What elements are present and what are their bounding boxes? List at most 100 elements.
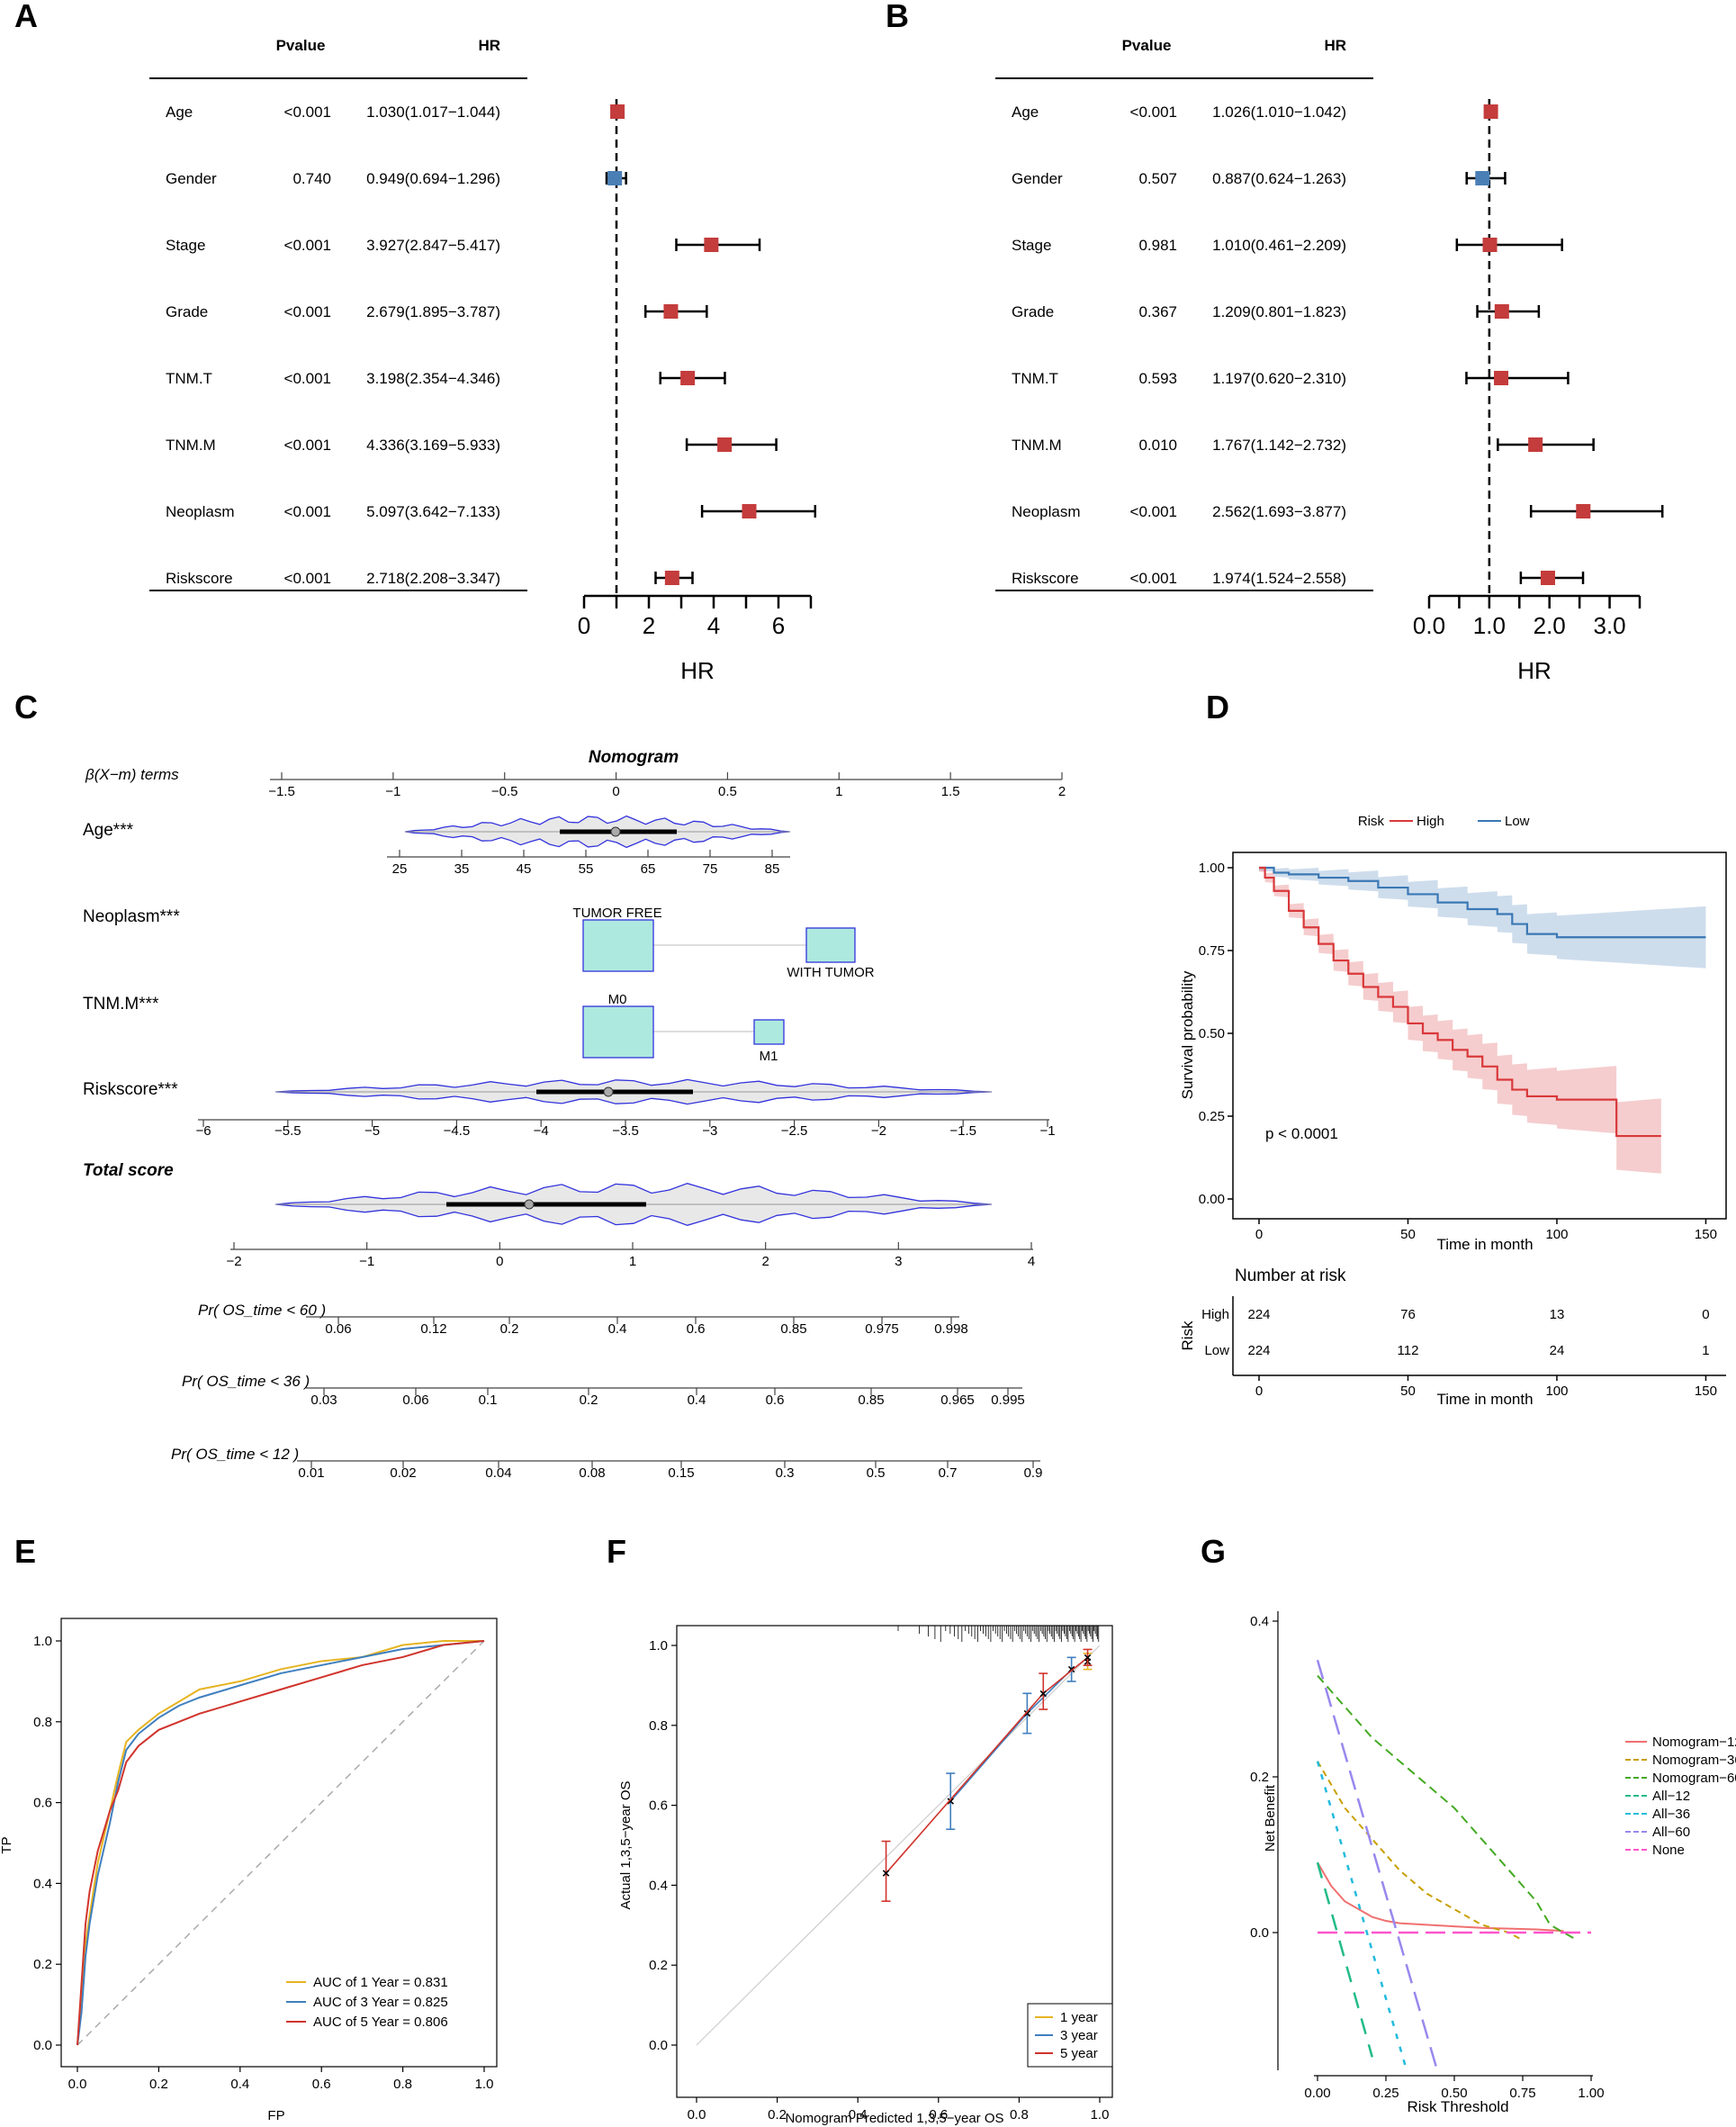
legend-entry: AUC of 1 Year = 0.831 (313, 1975, 448, 1990)
legend-title: Risk (1358, 814, 1385, 829)
panel-letter-e: E (14, 1533, 36, 1570)
prob-axis-label: Pr( OS_time < 60 ) (198, 1302, 326, 1319)
prob-tick-label: 0.998 (934, 1321, 968, 1337)
risk-tick-label: −5 (364, 1123, 380, 1139)
total-score-label: Total score (83, 1161, 174, 1180)
decision-curve (1317, 1674, 1579, 1942)
calibration-point: × (947, 1794, 955, 1809)
row-pvalue: <0.001 (284, 503, 331, 520)
x-tick-label: 50 (1400, 1227, 1416, 1242)
legend-entry: All−60 (1652, 1825, 1690, 1840)
y-tick-label: 0.6 (33, 1796, 52, 1811)
y-axis-title: Net Benefit (1263, 1784, 1278, 1852)
row-hr-text: 2.718(2.208−3.347) (366, 570, 500, 587)
row-hr-text: 2.679(1.895−3.787) (366, 303, 500, 320)
prob-tick-label: 0.06 (402, 1392, 428, 1408)
row-label: Stage (1012, 237, 1051, 254)
forest-plot-a: Pvalue HR Age <0.001 1.030(1.017−1.044) Gende… (149, 37, 817, 684)
risk-table-title: Number at risk (1235, 1266, 1346, 1285)
x-tick-label: 0.6 (312, 2077, 331, 2092)
beta-tick-label: −1.5 (268, 784, 295, 799)
decision-curve (1317, 1761, 1524, 1942)
hr-point (1494, 371, 1509, 385)
age-tick-label: 35 (454, 861, 470, 877)
prob-tick-label: 0.965 (940, 1392, 975, 1408)
prob-tick-label: 0.85 (858, 1392, 884, 1408)
total-tick-label: −2 (226, 1254, 241, 1269)
x-tick-label: 0 (578, 612, 590, 639)
prob-tick-label: 0.6 (687, 1321, 706, 1337)
row-hr-text: 1.197(0.620−2.310) (1212, 370, 1346, 387)
risk-table-axis-label: Risk (1179, 1320, 1196, 1351)
plot-frame (676, 1625, 1113, 2098)
x-tick-label: 0.25 (1372, 2086, 1399, 2101)
row-pvalue: <0.001 (1130, 570, 1177, 587)
ideal-line (696, 1645, 1101, 2046)
tnmm-box-m0 (582, 1005, 654, 1059)
x-tick-label: 0.0 (688, 2107, 706, 2122)
y-tick-label: 0.4 (1250, 1614, 1269, 1629)
prob-tick-label: 0.6 (766, 1392, 785, 1408)
row-hr-text: 1.010(0.461−2.209) (1212, 237, 1346, 254)
row-label: TNM.T (1012, 370, 1058, 387)
plot-frame (1232, 852, 1727, 1220)
x-tick-label: 6 (772, 612, 785, 639)
col-header-pvalue: Pvalue (1122, 37, 1172, 54)
row-hr-text: 3.927(2.847−5.417) (366, 237, 500, 254)
prob-tick-label: 0.02 (390, 1465, 416, 1481)
prob-tick-label: 0.2 (580, 1392, 598, 1408)
var-label-tnmm: TNM.M*** (83, 995, 159, 1014)
panel-letter-d: D (1206, 689, 1229, 726)
risk-row-name: High (1201, 1307, 1229, 1322)
roc-curve (76, 1640, 485, 2046)
row-label: Age (1012, 104, 1039, 121)
neoplasm-box-tumor (805, 927, 856, 963)
panel-letter-c: C (14, 689, 38, 726)
hr-point (610, 104, 625, 119)
row-label: Neoplasm (166, 503, 235, 520)
prob-tick-label: 0.4 (688, 1392, 706, 1408)
age-median (610, 826, 621, 837)
legend-entry: 1 year (1060, 2010, 1098, 2025)
hr-point (1483, 104, 1498, 119)
decision-curve (1316, 1659, 1439, 2074)
beta-axis-label: β(X−m) terms (85, 766, 179, 783)
risk-tick-label: −3.5 (612, 1123, 639, 1139)
y-tick-label: 0.0 (649, 2038, 668, 2053)
x-axis-title: Time in month (1436, 1236, 1533, 1253)
risk-tick-label: −6 (195, 1123, 211, 1139)
x-tick-label: 2 (643, 612, 655, 639)
row-pvalue: <0.001 (284, 104, 331, 121)
km-curve-low (1259, 866, 1706, 939)
x-tick-label: 1.00 (1578, 2086, 1604, 2101)
y-tick-label: 1.00 (1199, 861, 1225, 876)
y-axis-title: Survival probability (1179, 970, 1196, 1099)
row-hr-text: 0.949(0.694−1.296) (366, 170, 500, 187)
nomogram-title: Nomogram (589, 748, 679, 767)
prob-tick-label: 0.08 (579, 1465, 605, 1481)
row-hr-text: 3.198(2.354−4.346) (366, 370, 500, 387)
panel-letter-b: B (886, 0, 909, 34)
prob-axis-label: Pr( OS_time < 36 ) (182, 1373, 310, 1390)
risk-tick-label: −1.5 (949, 1123, 976, 1139)
km-curve-high (1259, 866, 1661, 1138)
ci-band-high (1259, 868, 1661, 1174)
prob-axis-label: Pr( OS_time < 12 ) (171, 1446, 299, 1463)
calibration-point: × (1084, 1650, 1092, 1665)
x-axis-title: Nomogram Predicted 1,3,5−year OS (785, 2111, 1003, 2126)
x-tick-label: 1.0 (1091, 2107, 1110, 2122)
tnmm-level-m0: M0 (608, 992, 627, 1007)
beta-tick-label: 0 (612, 784, 619, 799)
neoplasm-level-tumor: WITH TUMOR (787, 965, 874, 980)
nomogram: Nomogram β(X−m) terms −1.5 −1 −0.5 0 0.5 1 1.5 2 A… (83, 748, 1066, 1481)
y-tick-label: 1.0 (33, 1634, 52, 1649)
risk-count: 1 (1702, 1343, 1709, 1358)
var-label-age: Age*** (83, 821, 134, 840)
row-pvalue: 0.367 (1138, 303, 1177, 320)
x-tick-label: 0.0 (68, 2077, 87, 2092)
x-tick-label: 100 (1545, 1383, 1568, 1399)
risk-tick-label: −4.5 (444, 1123, 471, 1139)
y-tick-label: 0.4 (649, 1878, 668, 1893)
risk-tick-label: −1 (1039, 1123, 1055, 1139)
